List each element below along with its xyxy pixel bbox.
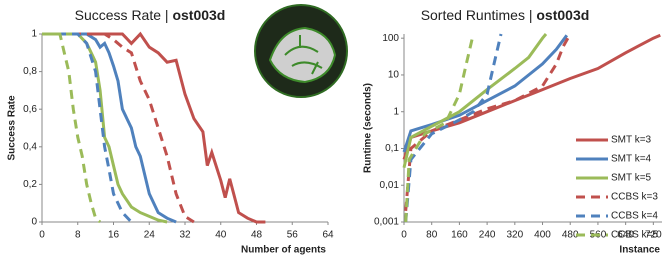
- chart-title: Success Rate | ost003d: [75, 7, 226, 23]
- x-tick-label: 48: [251, 230, 263, 241]
- legend-label: SMT k=4: [611, 154, 652, 165]
- series-line: [404, 34, 546, 168]
- x-tick-label: 40: [215, 230, 227, 241]
- x-tick-label: 0: [401, 230, 407, 241]
- legend-label: SMT k=3: [611, 135, 652, 146]
- title-part: ost003d: [536, 7, 589, 23]
- x-tick-label: 80: [426, 230, 438, 241]
- x-tick-label: 8: [75, 230, 81, 241]
- x-tick-label: 32: [179, 230, 191, 241]
- legend-label: CCBS k=4: [611, 211, 658, 222]
- title-part: Sorted Runtimes |: [421, 7, 537, 23]
- legend-label: SMT k=5: [611, 173, 652, 184]
- y-axis-label: Runtime (seconds): [363, 83, 374, 173]
- y-tick-label: 0: [31, 217, 37, 228]
- x-axis-label: Number of agents: [241, 245, 326, 256]
- x-tick-label: 16: [108, 230, 120, 241]
- series-line: [404, 35, 567, 152]
- x-axis-label: Instance: [619, 245, 660, 256]
- series-line: [42, 34, 131, 222]
- x-tick-label: 0: [39, 230, 45, 241]
- x-tick-label: 24: [144, 230, 156, 241]
- y-tick-label: 1: [393, 106, 399, 117]
- chart-title: Sorted Runtimes | ost003d: [421, 7, 590, 23]
- y-tick-label: 0,1: [385, 143, 399, 154]
- y-tick-label: 0,6: [23, 104, 37, 115]
- y-axis-label: Success Rate: [7, 95, 18, 160]
- legend-label: CCBS k=5: [611, 230, 658, 241]
- legend-label: CCBS k=3: [611, 192, 658, 203]
- x-tick-label: 240: [479, 230, 496, 241]
- y-tick-label: 0,01: [380, 180, 400, 191]
- y-tick-label: 0,8: [23, 66, 37, 77]
- x-tick-label: 56: [287, 230, 299, 241]
- y-tick-label: 0,4: [23, 141, 37, 152]
- y-tick-label: 1: [31, 29, 37, 40]
- y-tick-label: 10: [388, 70, 400, 81]
- title-part: ost003d: [172, 7, 225, 23]
- x-tick-label: 400: [534, 230, 551, 241]
- y-tick-label: 0,2: [23, 179, 37, 190]
- series-line: [42, 34, 176, 222]
- y-tick-label: 0,001: [374, 217, 399, 228]
- map-inset: [246, 2, 356, 100]
- y-tick-label: 100: [382, 33, 399, 44]
- x-tick-label: 160: [451, 230, 468, 241]
- title-part: Success Rate |: [75, 7, 173, 23]
- figure: Success Rate | ost003d00,20,40,60,810816…: [0, 0, 665, 262]
- x-tick-label: 320: [506, 230, 523, 241]
- chart: Sorted Runtimes | ost003d 0,001 0,01 0,1 1 10…: [363, 7, 662, 256]
- x-tick-label: 64: [322, 230, 334, 241]
